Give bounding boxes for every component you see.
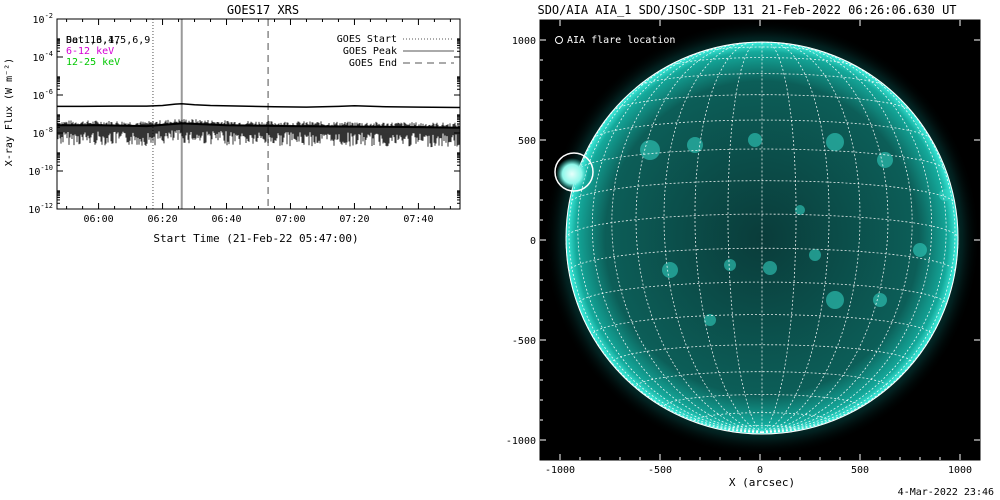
goes-channel-label: 12-25 keV: [66, 57, 120, 68]
latitude-line: [612, 94, 912, 112]
longitude-line: [577, 52, 763, 433]
longitude-line: [635, 42, 763, 433]
goes-y-tick-label: 10-10: [28, 164, 53, 178]
goes-plot-frame: [56, 18, 461, 210]
aia-y-tick-label: 0: [530, 236, 536, 247]
goes-legend-label: GOES Start: [337, 34, 397, 45]
active-region: [687, 137, 703, 153]
goes-x-tick-label: 06:20: [147, 214, 177, 225]
aia-chart-title: SDO/AIA AIA_1 SDO/JSOC-SDP 131 21-Feb-20…: [537, 3, 956, 17]
goes-chart-title: GOES17 XRS: [227, 3, 299, 17]
aia-solar-image: SDO/AIA AIA_1 SDO/JSOC-SDP 131 21-Feb-20…: [506, 3, 981, 489]
active-region: [826, 133, 844, 151]
latitude-line: [698, 46, 826, 53]
aia-x-tick-label: 500: [851, 465, 869, 476]
flare-location-group: [554, 152, 594, 192]
goes-x-tick-label: 07:20: [339, 214, 369, 225]
goes-y-tick-label: 10-8: [33, 126, 53, 140]
longitude-line: [694, 41, 763, 433]
longitude-line: [565, 237, 763, 433]
aia-axes: -1000 -500 0 500 1000 -1000 -500 0 500 1000: [506, 20, 980, 476]
goes-y-tick-label: 10-6: [33, 88, 53, 102]
solar-limb: [565, 41, 959, 435]
goes-y-tick-label: 10-4: [33, 50, 53, 64]
goes-y-axis-label: X-ray Flux (W m⁻²): [4, 58, 15, 166]
flare-location-circle: [554, 152, 594, 192]
latitude-line: [577, 281, 947, 306]
goes-legend-label: GOES Peak: [343, 46, 397, 57]
active-region: [763, 261, 777, 275]
aia-legend: AIA flare location: [555, 35, 675, 46]
longitude-line: [761, 42, 889, 433]
aia-legend-label: AIA flare location: [567, 35, 675, 46]
goes-x-tick-label: 07:40: [403, 214, 433, 225]
goes-y-tick-label: 10-2: [33, 12, 53, 26]
goes-plot-area: 10-12 10-10 10-8 10-6 10-4 10-2 06:00 06:20 06:4…: [28, 12, 461, 225]
longitude-line: [761, 41, 830, 433]
aia-image-content: [544, 20, 980, 456]
latitude-line: [565, 213, 959, 239]
goes-legend-label: GOES End: [349, 58, 397, 69]
aia-y-tick-label: -500: [512, 336, 536, 347]
active-region: [913, 243, 927, 257]
aia-x-tick-label: -1000: [545, 465, 575, 476]
active-regions: [640, 133, 951, 326]
aia-x-axis-label: X (arcsec): [729, 476, 795, 489]
longitude-line: [727, 41, 763, 433]
active-region: [873, 293, 887, 307]
goes-x-axis-label: Start Time (21-Feb-22 05:47:00): [153, 232, 358, 245]
latitude-line: [592, 119, 932, 139]
goes-x-tick-label: 06:40: [211, 214, 241, 225]
active-region: [809, 249, 821, 261]
longitude-line: [761, 46, 933, 433]
latitude-line: [637, 73, 887, 87]
aia-x-tick-label: -500: [648, 465, 672, 476]
goes-series-short-channel: [57, 119, 460, 148]
active-region: [826, 291, 844, 309]
latitude-line: [663, 394, 861, 410]
latitude-line: [694, 412, 830, 424]
goes-channel-label: 6-12 keV: [66, 46, 114, 57]
active-region: [662, 262, 678, 278]
longitude-line: [663, 42, 763, 433]
goes-x-tick-label: 06:00: [84, 214, 114, 225]
active-region: [748, 133, 762, 147]
goes-channel-label: Sat 16,17: [66, 35, 120, 46]
goes-x-tick-label: 07:00: [275, 214, 305, 225]
active-region: [724, 259, 736, 271]
active-region: [877, 152, 893, 168]
aia-x-tick-label: 0: [757, 465, 763, 476]
aia-y-tick-label: 1000: [512, 36, 536, 47]
longitude-line: [568, 77, 763, 433]
goes-y-axis-label-group: X-ray Flux (W m⁻²): [4, 58, 15, 166]
active-region: [795, 205, 805, 215]
goes-series-long-channel: [57, 102, 461, 109]
active-region: [704, 314, 716, 326]
solar-disk: [566, 42, 958, 434]
latitude-line: [635, 371, 889, 390]
longitude-line: [761, 44, 913, 433]
aia-y-tick-label: -1000: [506, 436, 536, 447]
goes-channel-label: Det1,3,4,5,6,9: [66, 35, 150, 46]
longitude-line: [761, 41, 797, 433]
latitude-line: [611, 344, 913, 365]
latitude-line: [727, 425, 797, 433]
longitude-line: [761, 77, 956, 433]
aia-y-tick-label: 500: [518, 136, 536, 147]
goes-series-short-channel-envelope: [57, 122, 461, 129]
flare-legend-marker-icon: [555, 36, 563, 44]
longitude-line: [761, 237, 959, 433]
goes-y-tick-label: 10-12: [28, 202, 53, 216]
longitude-line: [761, 52, 947, 433]
flare-glow: [556, 158, 588, 190]
longitude-line: [591, 46, 763, 433]
footer-date: 4-Mar-2022 23:46: [897, 487, 994, 498]
longitude-line: [611, 44, 763, 433]
active-region: [640, 140, 660, 160]
longitude-line: [761, 42, 861, 433]
latitude-line: [568, 180, 956, 204]
goes-xrs-chart: GOES17 XRS X-ray Flux (W m⁻²) Start Time…: [4, 3, 461, 245]
aia-x-tick-label: 1000: [948, 465, 972, 476]
heliographic-grid: [565, 41, 959, 433]
